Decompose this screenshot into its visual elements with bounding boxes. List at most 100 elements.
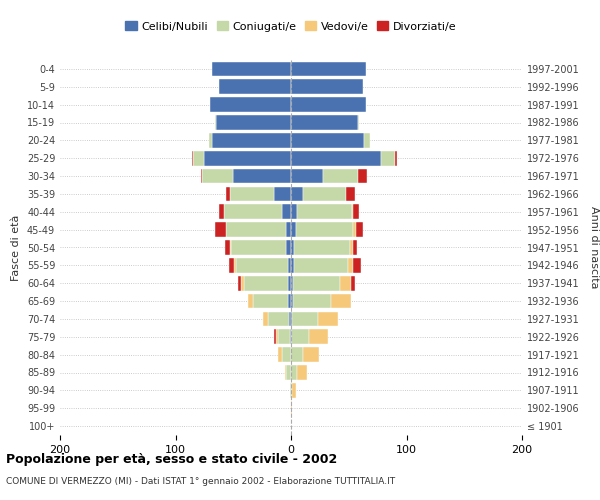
Bar bbox=[381, 151, 395, 166]
Bar bbox=[302, 348, 319, 362]
Bar bbox=[291, 294, 293, 308]
Bar bbox=[291, 186, 302, 201]
Bar bbox=[291, 62, 366, 76]
Bar bbox=[353, 240, 357, 255]
Bar bbox=[286, 365, 291, 380]
Bar bbox=[353, 204, 359, 219]
Bar bbox=[292, 383, 296, 398]
Bar bbox=[395, 151, 397, 166]
Text: Popolazione per età, sesso e stato civile - 2002: Popolazione per età, sesso e stato civil… bbox=[6, 452, 337, 466]
Bar bbox=[295, 240, 350, 255]
Bar bbox=[282, 204, 291, 219]
Bar bbox=[229, 258, 235, 272]
Bar bbox=[340, 276, 351, 290]
Bar bbox=[310, 330, 328, 344]
Bar bbox=[225, 240, 230, 255]
Bar bbox=[244, 276, 287, 290]
Bar bbox=[216, 115, 291, 130]
Bar bbox=[274, 330, 276, 344]
Bar bbox=[353, 222, 356, 237]
Bar bbox=[291, 151, 381, 166]
Bar bbox=[291, 258, 295, 272]
Bar bbox=[253, 294, 287, 308]
Legend: Celibi/Nubili, Coniugati/e, Vedovi/e, Divorziati/e: Celibi/Nubili, Coniugati/e, Vedovi/e, Di… bbox=[121, 17, 461, 36]
Bar bbox=[331, 294, 351, 308]
Bar bbox=[291, 98, 366, 112]
Bar bbox=[291, 312, 292, 326]
Bar bbox=[293, 294, 331, 308]
Y-axis label: Anni di nascita: Anni di nascita bbox=[589, 206, 599, 289]
Bar bbox=[268, 312, 289, 326]
Bar bbox=[291, 401, 292, 415]
Bar bbox=[236, 258, 287, 272]
Bar bbox=[291, 115, 358, 130]
Bar bbox=[235, 258, 236, 272]
Bar bbox=[193, 151, 205, 166]
Bar bbox=[293, 276, 340, 290]
Bar bbox=[191, 151, 193, 166]
Bar bbox=[226, 222, 286, 237]
Bar bbox=[233, 168, 291, 184]
Bar bbox=[290, 383, 291, 398]
Bar bbox=[205, 151, 291, 166]
Bar bbox=[297, 204, 352, 219]
Bar bbox=[364, 133, 370, 148]
Bar bbox=[291, 168, 323, 184]
Bar bbox=[291, 80, 362, 94]
Bar bbox=[291, 222, 296, 237]
Bar bbox=[248, 294, 253, 308]
Bar bbox=[231, 240, 286, 255]
Text: COMUNE DI VERMEZZO (MI) - Dati ISTAT 1° gennaio 2002 - Elaborazione TUTTITALIA.I: COMUNE DI VERMEZZO (MI) - Dati ISTAT 1° … bbox=[6, 478, 395, 486]
Bar bbox=[291, 330, 310, 344]
Bar bbox=[356, 222, 362, 237]
Bar bbox=[215, 115, 216, 130]
Bar bbox=[352, 204, 353, 219]
Bar bbox=[291, 276, 293, 290]
Bar bbox=[220, 80, 291, 94]
Bar bbox=[278, 348, 282, 362]
Bar bbox=[302, 186, 346, 201]
Bar bbox=[290, 330, 291, 344]
Bar bbox=[274, 186, 291, 201]
Bar bbox=[201, 168, 202, 184]
Bar bbox=[296, 222, 353, 237]
Bar bbox=[286, 222, 291, 237]
Bar bbox=[350, 240, 353, 255]
Bar bbox=[224, 204, 282, 219]
Bar bbox=[276, 330, 278, 344]
Bar bbox=[238, 276, 241, 290]
Bar bbox=[285, 365, 286, 380]
Bar bbox=[263, 312, 268, 326]
Bar bbox=[291, 348, 302, 362]
Bar bbox=[215, 222, 226, 237]
Bar bbox=[358, 168, 367, 184]
Bar bbox=[291, 204, 297, 219]
Bar bbox=[210, 98, 291, 112]
Bar bbox=[209, 133, 212, 148]
Bar bbox=[291, 240, 295, 255]
Bar bbox=[220, 204, 224, 219]
Bar bbox=[278, 330, 290, 344]
Bar bbox=[230, 240, 231, 255]
Bar bbox=[287, 276, 291, 290]
Bar bbox=[358, 115, 359, 130]
Bar bbox=[230, 186, 274, 201]
Bar bbox=[226, 186, 230, 201]
Bar bbox=[291, 365, 297, 380]
Bar bbox=[323, 168, 358, 184]
Bar bbox=[346, 186, 355, 201]
Bar bbox=[292, 312, 317, 326]
Bar bbox=[351, 276, 355, 290]
Bar bbox=[289, 312, 291, 326]
Bar bbox=[291, 383, 292, 398]
Bar bbox=[347, 258, 353, 272]
Y-axis label: Fasce di età: Fasce di età bbox=[11, 214, 21, 280]
Bar bbox=[212, 133, 291, 148]
Bar bbox=[353, 258, 361, 272]
Bar bbox=[286, 240, 291, 255]
Bar bbox=[202, 168, 233, 184]
Bar bbox=[287, 294, 291, 308]
Bar bbox=[317, 312, 338, 326]
Bar bbox=[212, 62, 291, 76]
Bar bbox=[287, 258, 291, 272]
